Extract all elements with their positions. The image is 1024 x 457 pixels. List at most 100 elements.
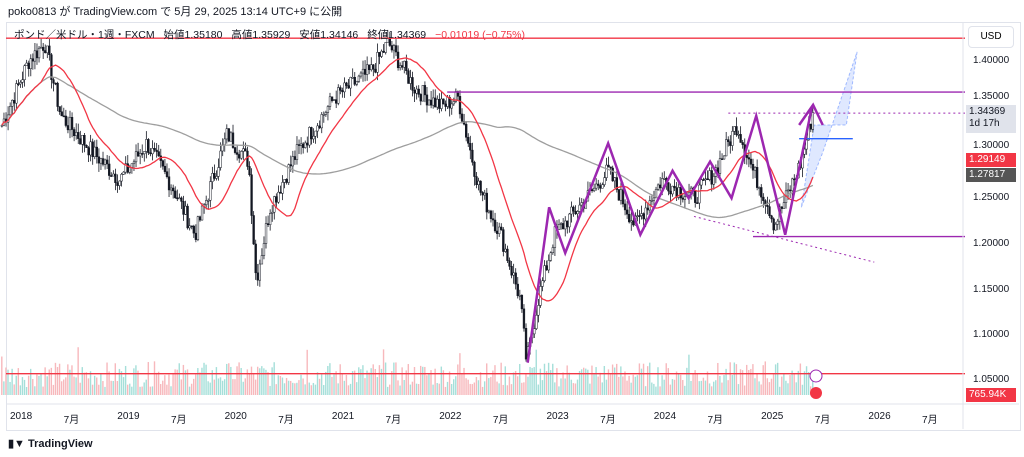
candle (252, 215, 255, 245)
volume-bar (776, 362, 779, 395)
volume-bar (360, 369, 362, 395)
volume-bar (349, 383, 352, 395)
candle (29, 58, 32, 69)
volume-bar (17, 368, 20, 395)
volume-bar (219, 377, 222, 395)
price-tick: 1.30000 (973, 140, 1010, 151)
volume-bar (118, 368, 121, 395)
volume-bar (564, 378, 566, 395)
zigzag-pattern (526, 106, 814, 363)
candle (576, 211, 579, 215)
candle (541, 280, 544, 287)
volume-bar (339, 364, 341, 395)
candle (477, 180, 480, 185)
volume-bar (541, 380, 544, 395)
candle (401, 65, 404, 68)
candle (766, 205, 769, 207)
volume-bar (783, 373, 785, 395)
volume-bar (131, 386, 133, 395)
volume-bar (190, 383, 193, 395)
volume-bar (135, 365, 137, 395)
candle (172, 187, 175, 192)
candle (13, 100, 16, 104)
time-tick: 7月 (922, 415, 938, 426)
candle (640, 213, 643, 216)
volume-bar (453, 379, 455, 395)
candle (663, 178, 666, 180)
candle (394, 45, 398, 53)
volume-bar (605, 379, 608, 395)
candle (145, 139, 148, 152)
candle (161, 160, 165, 167)
symbol-name[interactable]: ポンド／米ドル・1週・FXCM (14, 29, 155, 41)
candle (85, 145, 88, 148)
candle (791, 178, 794, 192)
volume-bar (87, 378, 90, 395)
candle (143, 151, 146, 155)
volume-bar (65, 377, 67, 395)
volume-bar (267, 372, 269, 395)
volume-bar (803, 371, 806, 395)
volume-bar (531, 367, 533, 395)
volume-bar (331, 376, 333, 395)
candle (390, 45, 394, 51)
candle (603, 177, 606, 185)
candle (683, 196, 687, 200)
candle (281, 182, 284, 194)
candle (652, 197, 656, 201)
chart-frame[interactable] (6, 22, 1021, 431)
volume-bar (533, 367, 535, 395)
volume-bar (644, 386, 647, 395)
candle (438, 98, 441, 109)
volume-bar (795, 382, 797, 395)
volume-bar (164, 375, 166, 395)
volume-bar (122, 377, 125, 395)
volume-bar (696, 373, 698, 395)
ma-fast-tag: 1.29149 (966, 153, 1016, 167)
candle (299, 143, 303, 146)
volume-bar (294, 383, 296, 395)
time-tick: 7月 (278, 415, 294, 426)
candle (656, 184, 660, 190)
candle (495, 230, 499, 234)
candle (235, 152, 239, 155)
candle (118, 180, 121, 186)
candle (341, 90, 344, 93)
candle (374, 68, 377, 73)
volume-bar (285, 377, 288, 395)
candle (114, 173, 117, 183)
candle (139, 153, 142, 157)
volume-bar (626, 380, 628, 395)
volume-bar (591, 365, 593, 395)
volume-bar (141, 386, 143, 395)
currency-button[interactable]: USD (968, 26, 1014, 48)
volume-bar (655, 386, 657, 395)
volume-bar (739, 369, 742, 395)
candle (722, 155, 726, 160)
candle (314, 130, 317, 137)
volume-bar (382, 349, 385, 395)
candle (720, 158, 724, 160)
candle (48, 45, 51, 56)
candle (136, 151, 140, 157)
volume-bar (292, 382, 294, 395)
volume-bar (256, 366, 259, 395)
volume-bar (793, 374, 795, 395)
volume-bar (535, 349, 537, 395)
volume-bar (603, 366, 606, 395)
time-tick: 7月 (385, 415, 402, 426)
time-tick: 2026 (868, 411, 891, 422)
volume-bar (686, 367, 688, 395)
volume-bar (450, 384, 453, 395)
candle (219, 150, 222, 168)
volume-bar (176, 369, 178, 395)
candle (194, 232, 198, 240)
volume-bar (157, 371, 160, 395)
candle (269, 213, 272, 226)
lightning-icon (809, 369, 823, 383)
candle (46, 45, 49, 54)
candle (741, 142, 744, 145)
volume-bar (752, 364, 754, 395)
volume-bar (741, 370, 744, 395)
